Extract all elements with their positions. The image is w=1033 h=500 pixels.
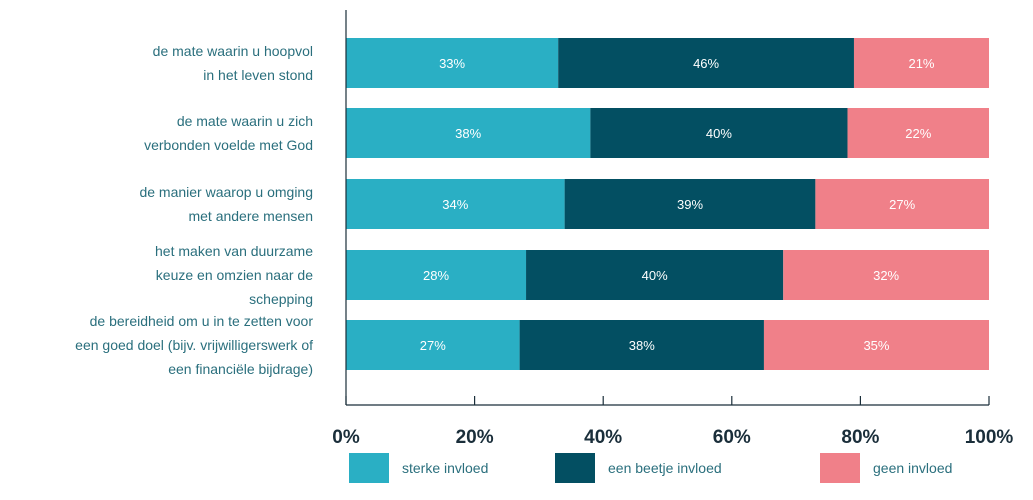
data-label: 32%: [873, 268, 899, 283]
bar-segment: [346, 108, 591, 158]
bar-segment: [763, 320, 989, 370]
category-label: de manier waarop u omging met andere mens…: [139, 184, 313, 224]
bar-segment: [853, 38, 989, 88]
legend-swatch: [349, 453, 389, 483]
data-label: 33%: [439, 56, 465, 71]
data-label: 40%: [642, 268, 668, 283]
bar-segment: [346, 179, 565, 229]
data-label: 34%: [442, 197, 468, 212]
data-label: 35%: [863, 338, 889, 353]
data-label: 38%: [455, 126, 481, 141]
data-label: 27%: [889, 197, 915, 212]
bars-group: 33% 46% 21% 38% 40% 22% 34% 39% 27% 28% 40% 32% 27% 3…: [346, 38, 989, 370]
x-tick-label: 100%: [965, 427, 1014, 448]
x-tick-label: 20%: [456, 427, 494, 448]
data-label: 39%: [677, 197, 703, 212]
category-label: de mate waarin u zich verbonden voelde me…: [144, 113, 313, 153]
bar-segment: [526, 250, 784, 300]
legend-label: een beetje invloed: [608, 460, 722, 476]
bar-segment: [346, 38, 559, 88]
x-tick-label: 0%: [332, 427, 360, 448]
data-label: 27%: [420, 338, 446, 353]
data-label: 46%: [693, 56, 719, 71]
data-label: 40%: [706, 126, 732, 141]
bar-segment: [558, 38, 854, 88]
x-tick-label: 60%: [713, 427, 751, 448]
data-label: 22%: [905, 126, 931, 141]
data-label: 28%: [423, 268, 449, 283]
x-axis: 0% 20% 40% 60% 80% 100%: [332, 10, 1013, 448]
category-label: de bereidheid om u in te zetten voor een …: [75, 313, 313, 377]
category-labels-group: de mate waarin u hoopvol in het leven sto…: [75, 43, 313, 377]
bar-segment: [346, 250, 527, 300]
legend: sterke invloed een beetje invloed geen inv…: [349, 453, 952, 483]
bar-segment: [815, 179, 989, 229]
x-tick-label: 80%: [841, 427, 879, 448]
bar-segment: [519, 320, 764, 370]
bar-segment: [590, 108, 848, 158]
data-label: 38%: [629, 338, 655, 353]
bar-segment: [564, 179, 816, 229]
category-label: het maken van duurzame keuze en omzien na…: [155, 243, 313, 307]
bar-segment: [783, 250, 989, 300]
category-label: de mate waarin u hoopvol in het leven sto…: [153, 43, 313, 83]
x-tick-label: 40%: [584, 427, 622, 448]
legend-label: geen invloed: [873, 460, 952, 476]
bar-segment: [847, 108, 989, 158]
bar-segment: [346, 320, 520, 370]
data-label: 21%: [908, 56, 934, 71]
legend-swatch: [555, 453, 595, 483]
legend-swatch: [820, 453, 860, 483]
legend-label: sterke invloed: [402, 460, 488, 476]
